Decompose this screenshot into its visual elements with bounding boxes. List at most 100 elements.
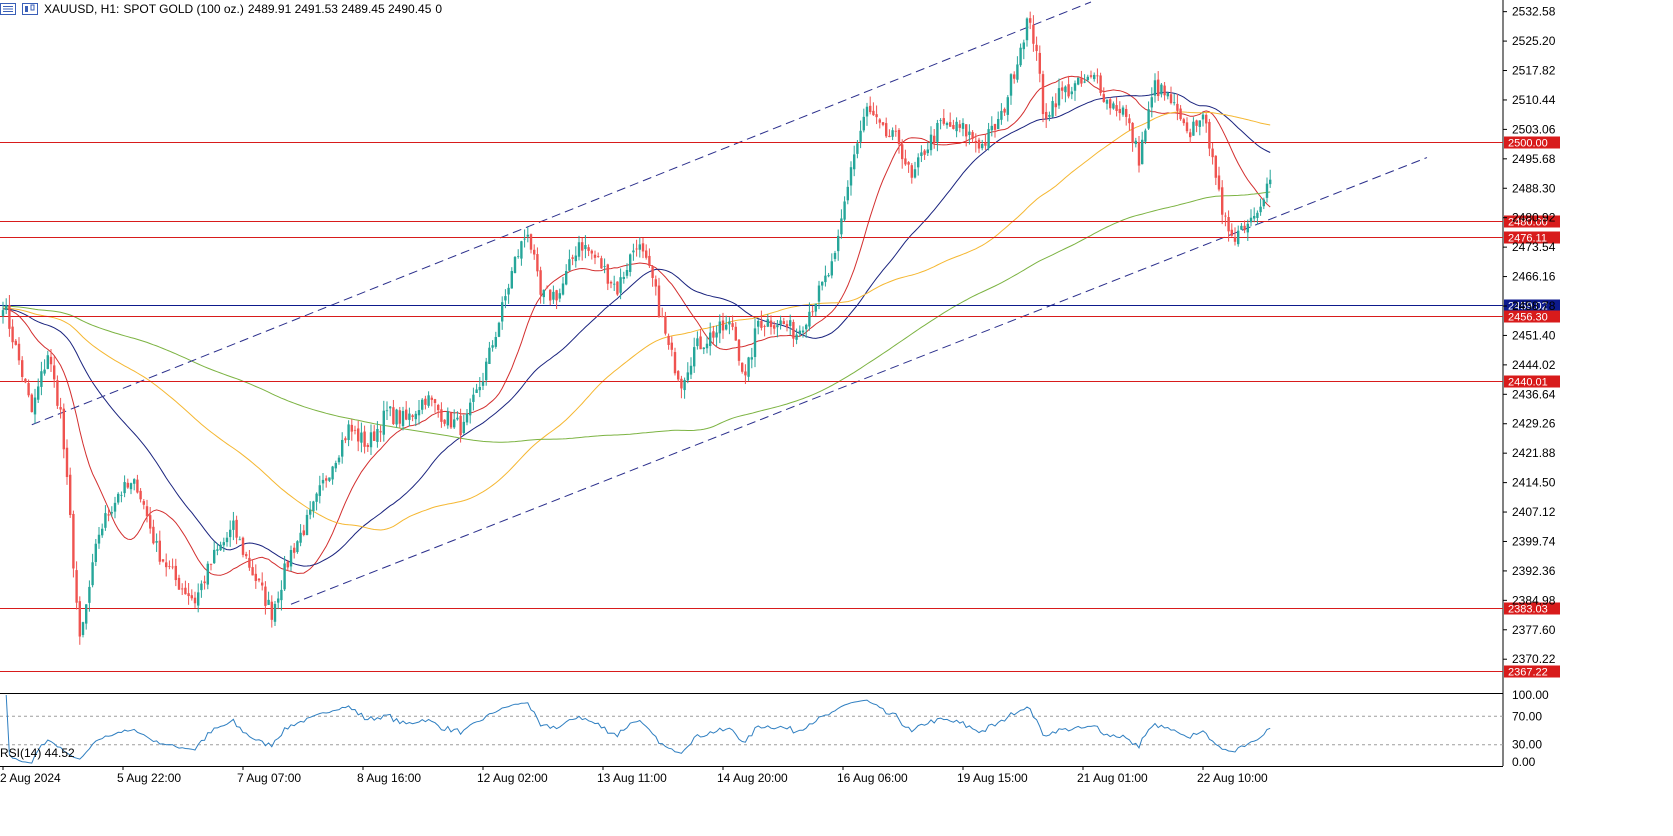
chart-type-icon[interactable] bbox=[22, 3, 38, 15]
candle-body bbox=[414, 413, 417, 420]
candle-body bbox=[222, 542, 225, 546]
candle-body bbox=[59, 407, 62, 410]
candle-body bbox=[145, 506, 149, 517]
candle-body bbox=[741, 362, 744, 372]
candle-body bbox=[72, 513, 75, 569]
time-label: 5 Aug 22:00 bbox=[117, 771, 181, 785]
level-tag-text-2383.03: 2383.03 bbox=[1508, 604, 1548, 616]
candle-body bbox=[664, 316, 667, 334]
candle-body bbox=[747, 357, 750, 377]
candle-body bbox=[1182, 119, 1185, 124]
candle-body bbox=[1061, 87, 1064, 91]
ma-20-line bbox=[2, 75, 1271, 576]
candle-body bbox=[968, 131, 971, 135]
chart-list-icon[interactable] bbox=[0, 3, 16, 15]
candle-body bbox=[657, 285, 661, 317]
candle-body bbox=[1157, 79, 1160, 97]
candle-body bbox=[283, 563, 286, 590]
candle-body bbox=[1093, 74, 1096, 80]
candle-body bbox=[1150, 97, 1153, 108]
candle-body bbox=[1064, 86, 1067, 93]
candle-body bbox=[744, 371, 747, 376]
level-tag-2459.02 bbox=[1504, 299, 1560, 312]
candle-body bbox=[824, 275, 827, 283]
candle-body bbox=[216, 549, 219, 551]
candle-body bbox=[1163, 85, 1166, 96]
price-tick-label: 2436.64 bbox=[1512, 387, 1556, 401]
price-tick-label: 2532.58 bbox=[1512, 5, 1556, 19]
candle-body bbox=[1137, 142, 1141, 166]
candle-body bbox=[1029, 18, 1032, 23]
candle-body bbox=[811, 311, 814, 313]
candle-body bbox=[91, 562, 94, 586]
price-tick-label: 2444.02 bbox=[1512, 358, 1556, 372]
candle-body bbox=[69, 474, 72, 515]
candle-body bbox=[337, 457, 341, 463]
candle-body bbox=[88, 586, 91, 603]
candle-body bbox=[1038, 52, 1041, 74]
candle-body bbox=[1067, 84, 1070, 97]
candle-body bbox=[133, 479, 136, 484]
candle-body bbox=[485, 361, 488, 381]
candle-body bbox=[821, 281, 824, 286]
candle-body bbox=[5, 305, 8, 311]
candle-body bbox=[30, 394, 33, 413]
candle-body bbox=[325, 478, 328, 481]
candle-body bbox=[789, 320, 792, 326]
candle-body bbox=[1102, 94, 1105, 102]
candle-body bbox=[123, 482, 126, 494]
candle-body bbox=[840, 218, 843, 235]
candle-body bbox=[206, 563, 209, 585]
channel-line-1 bbox=[31, 1, 1092, 426]
candle-body bbox=[312, 501, 315, 511]
candle-body bbox=[667, 335, 670, 345]
candle-body bbox=[1022, 42, 1025, 50]
candle-body bbox=[136, 479, 139, 493]
tick-volume: 0 bbox=[435, 2, 443, 16]
candle-body bbox=[421, 399, 424, 410]
time-label: 21 Aug 01:00 bbox=[1077, 771, 1148, 785]
ohlc-values: 2489.91 2491.53 2489.45 2490.45 bbox=[247, 2, 432, 16]
candle-body bbox=[958, 124, 961, 128]
candle-body bbox=[373, 431, 376, 441]
candle-body bbox=[497, 322, 501, 337]
candle-body bbox=[910, 165, 913, 178]
candle-body bbox=[917, 157, 920, 168]
candle-body bbox=[488, 347, 491, 364]
level-tag-2456.30 bbox=[1504, 310, 1560, 323]
candle-body bbox=[1006, 97, 1009, 115]
candle-body bbox=[597, 256, 600, 257]
candle-body bbox=[1214, 155, 1217, 178]
rsi-tick-label: 100.00 bbox=[1512, 688, 1549, 702]
candle-body bbox=[1045, 111, 1048, 119]
candle-body bbox=[1147, 109, 1150, 129]
candle-body bbox=[568, 259, 571, 271]
candle-body bbox=[293, 547, 296, 553]
price-tick-label: 2488.30 bbox=[1512, 181, 1556, 195]
candle-body bbox=[238, 539, 241, 541]
candle-body bbox=[782, 321, 785, 325]
level-tag-2476.11 bbox=[1504, 231, 1560, 244]
candle-body bbox=[721, 320, 725, 331]
candle-body bbox=[398, 410, 401, 424]
candle-body bbox=[366, 444, 369, 447]
candle-body bbox=[1230, 229, 1233, 236]
candle-body bbox=[773, 325, 776, 329]
candle-body bbox=[254, 573, 257, 581]
candle-body bbox=[149, 515, 152, 529]
candle-body bbox=[1115, 105, 1118, 111]
candle-body bbox=[379, 431, 382, 433]
candle-body bbox=[1109, 99, 1112, 109]
candle-body bbox=[1, 310, 5, 317]
candle-body bbox=[587, 247, 590, 251]
candle-body bbox=[603, 266, 606, 267]
candle-body bbox=[389, 406, 392, 409]
candle-body bbox=[1077, 77, 1080, 85]
candle-body bbox=[651, 266, 654, 278]
candle-body bbox=[933, 135, 936, 143]
candle-body bbox=[443, 419, 446, 424]
price-tick-label: 2458.78 bbox=[1512, 299, 1556, 313]
candle-body bbox=[277, 598, 280, 603]
candle-body bbox=[590, 250, 593, 254]
